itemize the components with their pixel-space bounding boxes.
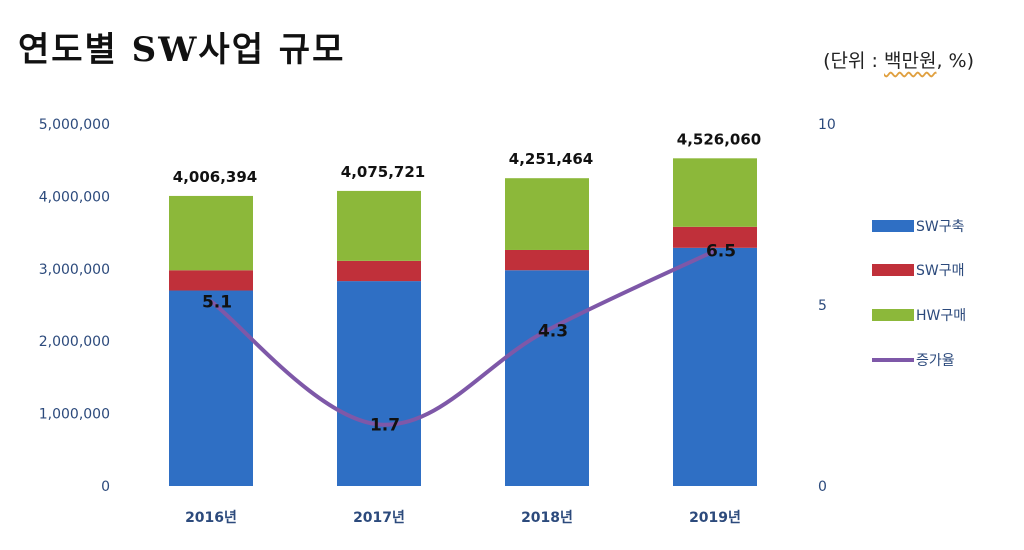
right-tick-label: 10	[818, 117, 836, 133]
x-tick-label: 2019년	[689, 510, 741, 526]
chart-title: 연도별 SW사업 규모	[18, 30, 346, 70]
total-label: 4,526,060	[677, 130, 761, 148]
left-tick-label: 2,000,000	[39, 334, 110, 350]
unit-close: , %)	[936, 50, 974, 72]
rate-label: 1.7	[370, 415, 400, 435]
x-tick-label: 2018년	[521, 510, 573, 526]
bar-segment-2017년-2	[337, 190, 421, 261]
x-tick-label: 2016년	[185, 510, 237, 526]
rate-label: 5.1	[202, 292, 232, 312]
legend-swatch	[872, 264, 914, 276]
bars-layer	[169, 158, 757, 486]
legend-label: 증가율	[916, 353, 955, 369]
total-label: 4,251,464	[509, 150, 593, 168]
legend-swatch	[872, 309, 914, 321]
rate-label: 6.5	[706, 242, 736, 262]
bar-segment-2018년-0	[505, 270, 589, 486]
bar-segment-2016년-1	[169, 270, 253, 291]
unit-word: 백만원	[884, 50, 937, 72]
x-axis: 2016년 2017년 2018년 2019년	[185, 510, 741, 526]
bar-segment-2017년-0	[337, 281, 421, 486]
legend-label: HW구매	[916, 308, 966, 324]
legend-label: SW구축	[916, 219, 965, 235]
unit-label: (단위 : 백만원, %)	[823, 46, 974, 73]
rate-label: 4.3	[538, 321, 568, 341]
right-axis: 0 5 10	[818, 117, 836, 495]
legend-swatch	[872, 220, 914, 232]
bar-segment-2019년-0	[673, 247, 757, 486]
bar-segment-2018년-1	[505, 249, 589, 271]
left-tick-label: 5,000,000	[39, 117, 110, 133]
total-label: 4,075,721	[341, 163, 425, 181]
total-labels: 4,006,394 4,075,721 4,251,464 4,526,060	[173, 130, 761, 186]
bar-segment-2016년-0	[169, 290, 253, 486]
left-tick-label: 1,000,000	[39, 407, 110, 423]
unit-open: (단위 :	[823, 50, 884, 72]
bar-segment-2019년-1	[673, 226, 757, 248]
bar-segment-2017년-1	[337, 260, 421, 282]
left-tick-label: 4,000,000	[39, 189, 110, 205]
x-tick-label: 2017년	[353, 510, 405, 526]
right-tick-label: 0	[818, 479, 827, 495]
rate-line	[209, 248, 717, 427]
left-tick-label: 3,000,000	[39, 262, 110, 278]
left-axis: 0 1,000,000 2,000,000 3,000,000 4,000,000 5,0…	[39, 117, 110, 495]
left-tick-label: 0	[101, 479, 110, 495]
bar-segment-2016년-2	[169, 195, 253, 271]
total-label: 4,006,394	[173, 168, 257, 186]
rate-line-layer: 5.1 1.7 4.3 6.5	[202, 242, 736, 436]
bar-segment-2019년-2	[673, 158, 757, 227]
bar-segment-2018년-2	[505, 178, 589, 250]
legend-label: SW구매	[916, 263, 965, 279]
right-tick-label: 5	[818, 298, 827, 314]
